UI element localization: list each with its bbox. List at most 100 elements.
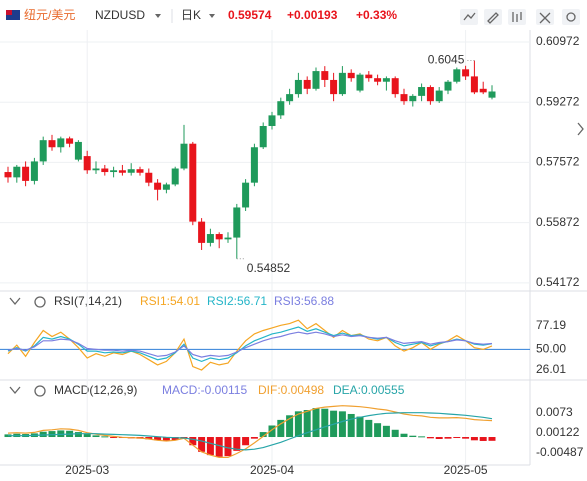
candle-body — [268, 115, 276, 126]
candle-body — [365, 74, 373, 79]
candle-body — [470, 76, 478, 93]
legend-label: DIF:0.00498 — [258, 383, 324, 397]
macd-bar — [347, 413, 355, 438]
candle-body — [189, 143, 197, 222]
indicator-button[interactable] — [460, 9, 478, 25]
candle-body — [101, 168, 109, 173]
candle-body — [435, 90, 443, 102]
y-tick-label: 0.0073 — [536, 405, 573, 419]
period[interactable]: 日K — [181, 8, 201, 22]
toggle-icon[interactable] — [9, 386, 21, 395]
macd-line — [8, 412, 493, 451]
macd-bar — [48, 431, 56, 438]
header: 纽元/美元 NZDUSD 日K 0.59574 +0.00193 +0.33% — [6, 8, 580, 25]
macd-bar — [462, 437, 470, 439]
collapse-arrow[interactable] — [577, 122, 584, 136]
low-label: 0.54852 — [247, 261, 291, 275]
settings-icon — [566, 12, 576, 22]
macd-bar — [74, 432, 82, 438]
indicator-icon — [463, 12, 476, 21]
macd-bar — [259, 432, 267, 438]
y-tick-label: 0.55872 — [536, 215, 580, 229]
macd-bar — [321, 408, 329, 438]
macd-bar — [224, 437, 232, 457]
candle-body — [206, 234, 214, 243]
macd-bar — [277, 419, 285, 438]
macd-bar — [198, 437, 206, 452]
draw-button[interactable] — [484, 9, 502, 25]
candle-body — [418, 87, 426, 96]
legend-label: DEA:0.00555 — [333, 383, 405, 397]
rsi-line — [7, 319, 493, 371]
y-tick-label: 0.57572 — [536, 155, 580, 169]
macd-bar — [39, 431, 47, 438]
macd-bar — [356, 416, 364, 438]
candle-body — [374, 78, 382, 82]
macd-bar — [435, 437, 443, 439]
macd-bar — [250, 437, 258, 439]
candle-body — [277, 101, 285, 116]
pair-name: 纽元/美元 — [24, 8, 75, 22]
x-tick-label: 2025-04 — [250, 463, 294, 477]
candle-body — [321, 71, 329, 80]
candle-body — [286, 94, 294, 102]
macd-bar — [382, 425, 390, 438]
candle-body — [74, 141, 82, 160]
candle-body — [400, 94, 408, 102]
settings-button[interactable] — [562, 9, 580, 25]
toggle-icon[interactable] — [9, 297, 21, 306]
candle-body — [57, 138, 65, 148]
macd-bar — [338, 411, 346, 438]
rsi-line — [7, 326, 493, 363]
y-tick-label: 0.59272 — [536, 94, 580, 108]
candle-body — [453, 69, 461, 82]
candle-body — [180, 143, 188, 169]
symbol[interactable]: NZDUSD — [95, 8, 145, 22]
macd-bar — [418, 436, 426, 438]
x-tick-label: 2025-05 — [444, 463, 488, 477]
eye-icon[interactable] — [34, 385, 46, 397]
macd-bar — [171, 437, 179, 440]
change: +0.00193 — [287, 8, 338, 22]
macd-bar — [83, 434, 91, 438]
candle-body — [233, 207, 241, 238]
candle-body — [242, 182, 250, 208]
candle-body — [22, 166, 30, 181]
candle-body — [462, 69, 470, 77]
macd-bar — [286, 415, 294, 438]
rsi-title: RSI(7,14,21) — [54, 294, 122, 308]
candle-body — [259, 125, 267, 148]
macd-line — [7, 405, 493, 458]
candle-body — [409, 95, 417, 102]
macd-bar — [242, 437, 250, 446]
fullscreen-icon — [539, 12, 551, 24]
change-pct: +0.33% — [356, 8, 397, 22]
fullscreen-button[interactable] — [536, 9, 554, 25]
candle-body — [330, 79, 338, 95]
candle-body — [224, 237, 232, 240]
type-icon — [512, 12, 522, 22]
macd-bar — [312, 408, 320, 438]
macd-bar — [154, 437, 162, 441]
macd-bar — [303, 410, 311, 438]
macd-bar — [101, 436, 109, 438]
legend-label: RSI1:54.01 — [140, 294, 200, 308]
candle-body — [30, 161, 38, 181]
eye-icon[interactable] — [34, 296, 46, 308]
draw-icon — [487, 12, 499, 24]
macd-bar — [488, 437, 496, 441]
x-tick-label: 2025-03 — [65, 463, 109, 477]
macd-bar — [145, 437, 153, 440]
macd-bar — [444, 437, 452, 439]
flag-icon — [6, 10, 12, 15]
y-tick-label: -0.00487 — [536, 445, 584, 459]
dropdown-icon[interactable] — [209, 14, 215, 18]
candle-body — [444, 81, 452, 91]
candle-body — [294, 79, 302, 95]
macd-bar — [162, 437, 170, 441]
candle-body — [488, 91, 496, 98]
macd-bar — [189, 437, 197, 446]
macd-bar — [479, 437, 487, 441]
dropdown-icon[interactable] — [155, 14, 161, 18]
candle-body — [338, 72, 346, 95]
